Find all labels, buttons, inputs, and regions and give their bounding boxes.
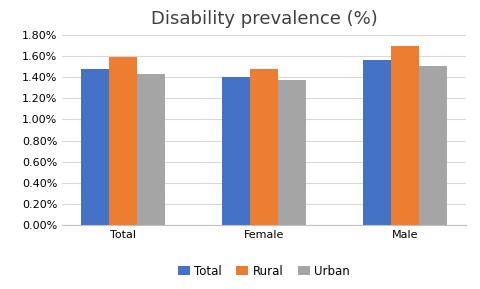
Bar (222, 77, 250, 225)
Bar (391, 46, 419, 225)
Bar (81, 68, 109, 225)
Title: Disability prevalence (%): Disability prevalence (%) (151, 10, 377, 27)
Bar (250, 68, 278, 225)
Bar (363, 60, 391, 225)
Legend: Total, Rural, Urban: Total, Rural, Urban (173, 260, 355, 282)
Bar (137, 74, 165, 225)
Bar (278, 80, 306, 225)
Bar (419, 66, 447, 225)
Bar (109, 57, 137, 225)
